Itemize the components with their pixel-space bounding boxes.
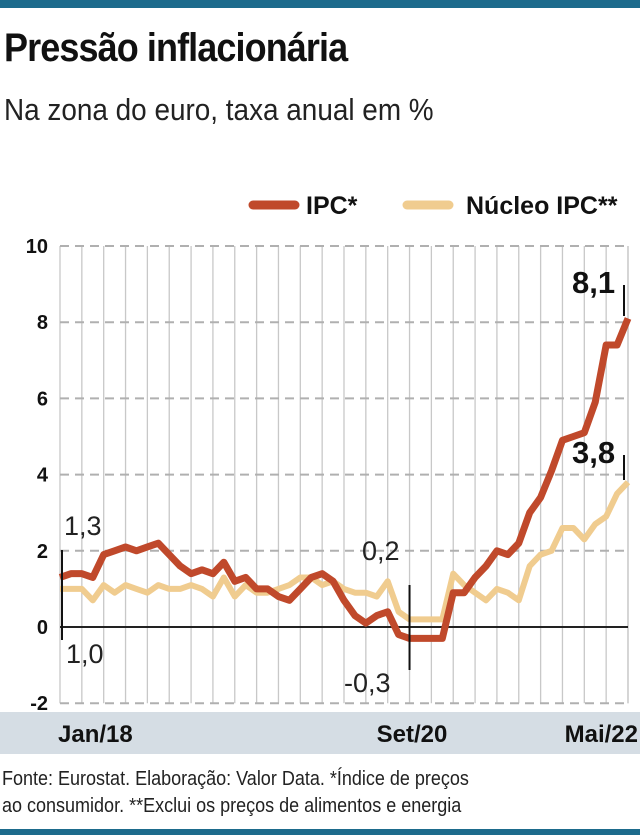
data-label: 3,8 [572,435,615,470]
y-tick-label: 2 [37,541,48,563]
x-axis-band [0,712,640,754]
line-chart: 10 8 6 4 2 0 -2 1,3 1,0 0,2 -0,3 8,1 3,8 Jan/18 Set/… [26,192,638,748]
x-tick-label: Set/20 [377,721,448,748]
y-tick-label: 6 [37,388,48,410]
y-tick-label: 8 [37,312,48,334]
y-tick-label: 4 [37,465,49,487]
data-label: 1,0 [66,639,104,669]
legend: IPC* Núcleo IPC** [248,192,618,220]
series-line-core [60,480,631,623]
data-label: 1,3 [64,511,102,541]
bottom-border [0,829,640,835]
chart-title: Pressão inflacionária [4,26,348,70]
top-border [0,0,640,8]
y-tick-label: 10 [26,236,48,258]
series-line-ipc [58,317,632,642]
x-tick-label: Jan/18 [58,721,133,748]
source-line-2: ao consumidor. **Exclui os preços de ali… [2,795,462,817]
legend-label-ipc: IPC* [306,192,358,220]
x-tick-label: Mai/22 [565,721,638,748]
source-line-1: Fonte: Eurostat. Elaboração: Valor Data.… [2,768,469,790]
data-label: 8,1 [572,265,615,300]
data-label: -0,3 [344,668,391,698]
y-tick-label: 0 [37,617,48,639]
y-tick-label: -2 [30,693,48,715]
data-label: 0,2 [362,536,400,566]
legend-label-core: Núcleo IPC** [466,192,618,220]
chart-subtitle: Na zona do euro, taxa anual em % [4,92,434,127]
source-note: Fonte: Eurostat. Elaboração: Valor Data.… [2,766,469,820]
